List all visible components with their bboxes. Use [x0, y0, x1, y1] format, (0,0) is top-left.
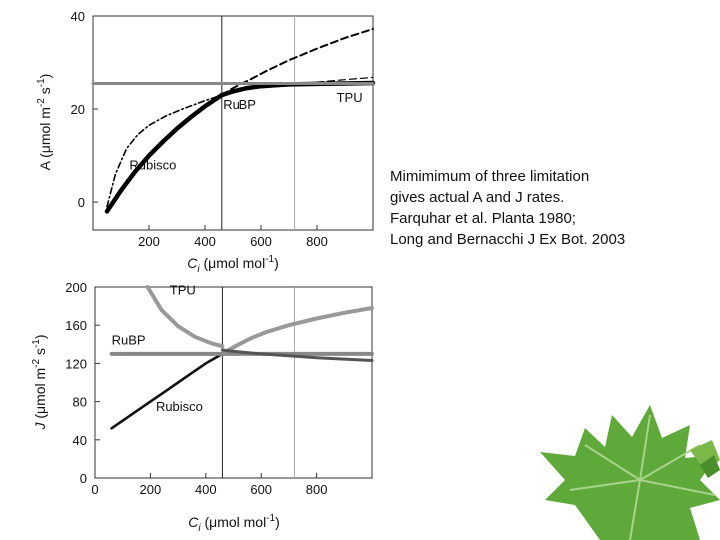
- series-rubisco-actual: [104, 92, 225, 214]
- y-axis-label: J (μmol m-2 s-1): [31, 334, 48, 430]
- y-tick-label: 120: [65, 356, 87, 371]
- caption-line: Mimimimum of three limitation: [390, 168, 590, 185]
- electron-transport-chart: 0 200 400 600 800 0 40 80 120 160 200 TPU RuBP Rubis…: [31, 280, 374, 534]
- y-tick-label: 40: [73, 433, 87, 448]
- x-tick-label: 400: [194, 234, 216, 249]
- y-axis-label: A (μmol m-2 s-1): [36, 74, 53, 171]
- x-axis-label: Ci (μmol mol-1): [188, 513, 280, 534]
- caption-line: Long and Bernacchi J Ex Bot. 2003: [390, 231, 626, 248]
- x-tick-label: 200: [138, 234, 160, 249]
- plot-frame: [92, 15, 374, 231]
- curve-label: TPU: [337, 90, 363, 105]
- series-rubisco: [110, 352, 224, 430]
- series-tpu-actual: [220, 348, 374, 362]
- x-tick-label: 200: [140, 482, 162, 497]
- x-tick-label: 600: [250, 482, 272, 497]
- y-tick-label: 160: [65, 318, 87, 333]
- assimilation-chart: 200 400 600 800 0 20 40 Rubisco RuBP TPU A (μmol…: [36, 9, 376, 275]
- curve-label: Rubisco: [129, 158, 176, 173]
- curve-label: BP: [239, 97, 256, 112]
- series-tpu: [145, 285, 225, 349]
- curve-label: TPU: [170, 283, 196, 298]
- maple-leaf-icon: [540, 405, 720, 540]
- curve-label: Rubisco: [156, 399, 203, 414]
- series-rubisco-dashed: [220, 28, 374, 97]
- y-tick-label: 40: [71, 9, 85, 24]
- x-tick-label: 400: [195, 482, 217, 497]
- y-tick-label: 0: [78, 195, 85, 210]
- x-tick-label: 800: [306, 482, 328, 497]
- x-tick-label: 800: [306, 234, 328, 249]
- x-axis-label: Ci (μmol mol-1): [187, 254, 279, 275]
- y-tick-label: 0: [80, 471, 87, 486]
- curve-label: RuBP: [112, 332, 146, 347]
- x-tick-label: 0: [91, 482, 98, 497]
- caption-line: Farquhar et al. Planta 1980;: [390, 210, 576, 227]
- x-tick-label: 600: [250, 234, 272, 249]
- y-tick-label: 200: [65, 280, 87, 295]
- plot-frame: [94, 286, 373, 479]
- series-rubisco-extended: [220, 306, 374, 356]
- series-rubp-dashdot: [106, 94, 223, 208]
- y-tick-label: 20: [71, 102, 85, 117]
- caption-line: gives actual A and J rates.: [390, 189, 565, 206]
- caption: Mimimimum of three limitation gives actu…: [390, 166, 710, 250]
- y-tick-label: 80: [73, 395, 87, 410]
- curve-label: Ru: [223, 97, 240, 112]
